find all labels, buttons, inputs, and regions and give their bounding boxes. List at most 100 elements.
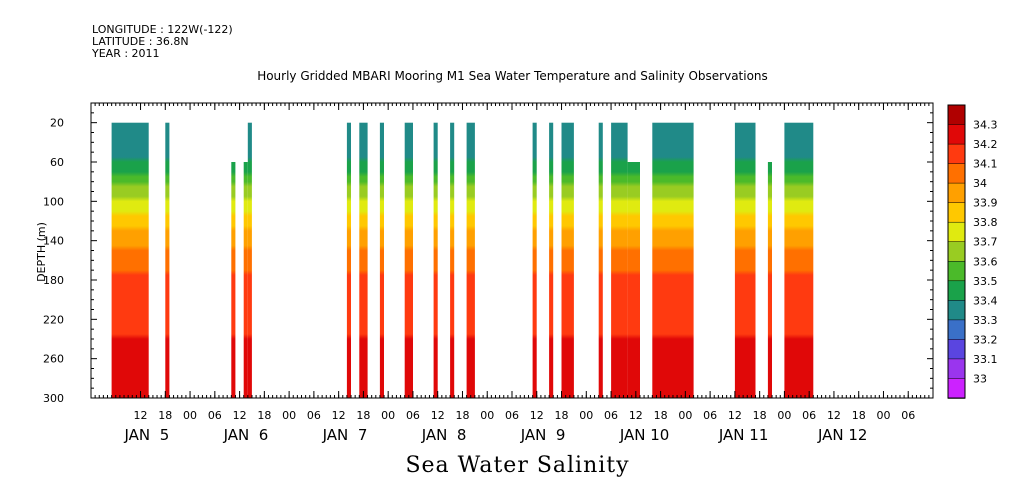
data-segment <box>243 162 248 398</box>
colorbar-label: 33.7 <box>973 236 998 249</box>
colorbar-swatch <box>947 143 966 165</box>
x-tick-label: 00 <box>777 409 791 422</box>
data-segment <box>652 122 694 398</box>
y-tick-label: 220 <box>43 313 64 326</box>
y-axis-label: DEPTH (m) <box>35 222 48 282</box>
x-tick-label: 00 <box>480 409 494 422</box>
colorbar-swatch <box>947 300 966 321</box>
colorbar-label: 33.8 <box>973 216 998 229</box>
x-tick-label: 12 <box>431 409 445 422</box>
y-tick-label: 100 <box>43 195 64 208</box>
chart-subtitle: Sea Water Salinity <box>405 453 630 478</box>
x-tick-label: 06 <box>505 409 519 422</box>
y-tick-label: 260 <box>43 353 64 366</box>
y-tick-label: 140 <box>43 235 64 248</box>
chart-title: Hourly Gridded MBARI Mooring M1 Sea Wate… <box>257 69 768 83</box>
x-tick-label: 06 <box>406 409 420 422</box>
y-tick-label: 20 <box>50 117 64 130</box>
x-tick-label: 06 <box>604 409 618 422</box>
colorbar-label: 34.2 <box>973 138 998 151</box>
y-tick-label: 180 <box>43 274 64 287</box>
x-day-label: JAN 5 <box>124 426 170 444</box>
x-tick-label: 12 <box>134 409 148 422</box>
colorbar-label: 33.2 <box>973 333 998 346</box>
data-segment <box>359 122 368 398</box>
x-tick-label: 06 <box>802 409 816 422</box>
x-tick-label: 00 <box>876 409 890 422</box>
colorbar: 33 33.1 33.2 33.3 33.4 33.5 33.6 33.7 33.8 33.9 34… <box>947 104 998 399</box>
year-label: YEAR : 2011 <box>92 47 160 60</box>
colorbar-swatch <box>947 339 966 360</box>
colorbar-swatch <box>947 202 966 223</box>
colorbar-swatch <box>947 241 966 262</box>
data-segment <box>784 122 814 398</box>
x-tick-label: 18 <box>654 409 668 422</box>
x-tick-label: 00 <box>183 409 197 422</box>
x-tick-label: 18 <box>555 409 569 422</box>
axes: 20 60 100 140 180 220 260 300 12 18 00 06 12 18 00 06 12… <box>43 102 934 444</box>
x-day-label: JAN 12 <box>817 426 868 444</box>
colorbar-swatch <box>947 319 966 341</box>
x-day-label: JAN 8 <box>421 426 467 444</box>
x-tick-label: 12 <box>233 409 247 422</box>
x-tick-label: 06 <box>208 409 222 422</box>
data-segment <box>561 122 574 398</box>
x-tick-label: 18 <box>158 409 172 422</box>
x-tick-label: 00 <box>282 409 296 422</box>
y-tick-label: 300 <box>43 392 64 405</box>
data-segment <box>549 122 554 398</box>
longitude-label: LONGITUDE : 122W(-122) <box>92 23 233 36</box>
colorbar-frame <box>947 104 966 399</box>
colorbar-label: 33.3 <box>973 314 998 327</box>
x-tick-label: 12 <box>530 409 544 422</box>
colorbar-swatch <box>947 182 966 204</box>
x-tick-label: 06 <box>901 409 915 422</box>
data-segment <box>532 122 537 398</box>
x-tick-label: 12 <box>827 409 841 422</box>
x-day-label: JAN 10 <box>619 426 670 444</box>
data-segment <box>404 122 413 398</box>
x-tick-label: 18 <box>455 409 469 422</box>
data-segment <box>767 162 772 398</box>
colorbar-swatch <box>947 163 966 184</box>
x-tick-label: 00 <box>381 409 395 422</box>
colorbar-swatch <box>947 358 966 380</box>
colorbar-label: 33 <box>973 372 987 385</box>
x-tick-label: 00 <box>678 409 692 422</box>
x-day-label: JAN 7 <box>322 426 368 444</box>
data-segment <box>598 122 603 398</box>
x-day-label: JAN 11 <box>718 426 769 444</box>
data-segment <box>611 122 628 398</box>
colorbar-label: 34.3 <box>973 119 998 132</box>
colorbar-swatch <box>947 280 966 302</box>
x-day-label: JAN 9 <box>520 426 566 444</box>
data-segment <box>627 162 640 398</box>
x-tick-label: 12 <box>728 409 742 422</box>
colorbar-label: 33.6 <box>973 255 998 268</box>
colorbar-label: 33.5 <box>973 275 998 288</box>
colorbar-swatch <box>947 124 966 145</box>
latitude-label: LATITUDE : 36.8N <box>92 35 189 48</box>
data-segments <box>111 122 814 398</box>
data-segment <box>111 122 149 398</box>
data-segment <box>247 122 252 398</box>
x-tick-label: 18 <box>356 409 370 422</box>
data-segment <box>165 122 170 398</box>
y-tick-label: 60 <box>50 156 64 169</box>
data-segment <box>346 122 351 398</box>
data-segment <box>231 162 236 398</box>
x-tick-label: 12 <box>332 409 346 422</box>
colorbar-label: 34.1 <box>973 158 998 171</box>
colorbar-label: 33.9 <box>973 197 998 210</box>
data-segment <box>450 122 455 398</box>
data-segment <box>379 122 384 398</box>
colorbar-swatch <box>947 221 966 243</box>
x-tick-label: 18 <box>257 409 271 422</box>
colorbar-swatch <box>947 104 966 126</box>
x-tick-label: 12 <box>629 409 643 422</box>
data-segment <box>466 122 475 398</box>
x-tick-label: 00 <box>579 409 593 422</box>
x-tick-label: 06 <box>703 409 717 422</box>
colorbar-swatch <box>947 378 966 399</box>
